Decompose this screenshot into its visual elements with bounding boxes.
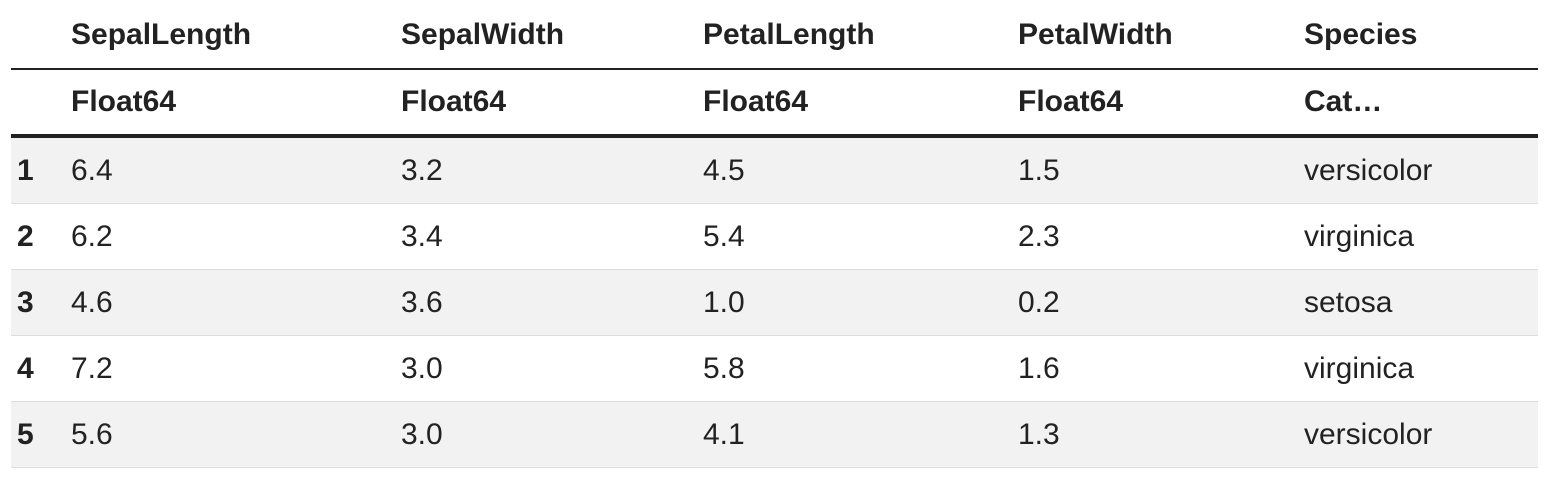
cell-petalwidth: 1.5 [1018, 136, 1304, 204]
cell-petallength: 5.8 [703, 335, 1018, 402]
column-names-row: SepalLength SepalWidth PetalLength Petal… [11, 0, 1538, 70]
cell-petalwidth: 1.3 [1018, 401, 1304, 468]
index-type-header [11, 69, 71, 138]
cell-sepallength: 5.6 [71, 401, 401, 468]
table-row: 5 5.6 3.0 4.1 1.3 versicolor [11, 401, 1538, 468]
table-row: 2 6.2 3.4 5.4 2.3 virginica [11, 203, 1538, 270]
column-header-petallength: PetalLength [703, 0, 1018, 70]
column-types-row: Float64 Float64 Float64 Float64 Cat… [11, 69, 1538, 138]
table-row: 1 6.4 3.2 4.5 1.5 versicolor [11, 136, 1538, 204]
cell-species: setosa [1304, 269, 1538, 336]
column-header-sepallength: SepalLength [71, 0, 401, 70]
column-type-sepallength: Float64 [71, 69, 401, 138]
cell-sepalwidth: 3.2 [401, 136, 703, 204]
cell-sepalwidth: 3.6 [401, 269, 703, 336]
index-column-header [11, 0, 71, 70]
row-index: 5 [11, 401, 71, 468]
cell-sepallength: 6.4 [71, 136, 401, 204]
row-index: 3 [11, 269, 71, 336]
cell-petalwidth: 2.3 [1018, 203, 1304, 270]
cell-sepalwidth: 3.0 [401, 335, 703, 402]
cell-sepallength: 6.2 [71, 203, 401, 270]
cell-petalwidth: 0.2 [1018, 269, 1304, 336]
cell-species: versicolor [1304, 136, 1538, 204]
table-header: SepalLength SepalWidth PetalLength Petal… [11, 0, 1538, 138]
column-type-petalwidth: Float64 [1018, 69, 1304, 138]
cell-petallength: 1.0 [703, 269, 1018, 336]
dataframe-table-container: SepalLength SepalWidth PetalLength Petal… [11, 0, 1538, 468]
table-row: 4 7.2 3.0 5.8 1.6 virginica [11, 335, 1538, 402]
column-type-petallength: Float64 [703, 69, 1018, 138]
cell-sepalwidth: 3.4 [401, 203, 703, 270]
row-index: 2 [11, 203, 71, 270]
column-header-species: Species [1304, 0, 1538, 70]
table-body: 1 6.4 3.2 4.5 1.5 versicolor 2 6.2 3.4 5… [11, 136, 1538, 468]
table-row: 3 4.6 3.6 1.0 0.2 setosa [11, 269, 1538, 336]
cell-species: virginica [1304, 203, 1538, 270]
column-header-petalwidth: PetalWidth [1018, 0, 1304, 70]
row-index: 4 [11, 335, 71, 402]
cell-petallength: 5.4 [703, 203, 1018, 270]
cell-sepalwidth: 3.0 [401, 401, 703, 468]
column-type-sepalwidth: Float64 [401, 69, 703, 138]
column-header-sepalwidth: SepalWidth [401, 0, 703, 70]
cell-species: versicolor [1304, 401, 1538, 468]
cell-species: virginica [1304, 335, 1538, 402]
cell-sepallength: 4.6 [71, 269, 401, 336]
row-index: 1 [11, 136, 71, 204]
cell-petallength: 4.1 [703, 401, 1018, 468]
column-type-species: Cat… [1304, 69, 1538, 138]
cell-petallength: 4.5 [703, 136, 1018, 204]
cell-sepallength: 7.2 [71, 335, 401, 402]
dataframe-table: SepalLength SepalWidth PetalLength Petal… [11, 0, 1538, 468]
cell-petalwidth: 1.6 [1018, 335, 1304, 402]
